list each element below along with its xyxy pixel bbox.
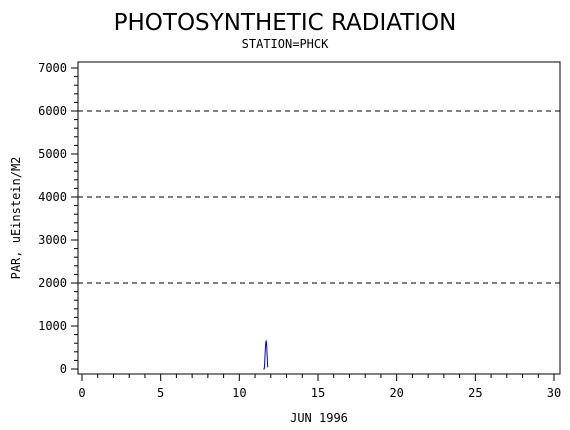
x-axis: 0 5 10 15 20 25 30: [78, 374, 561, 400]
x-tick-label: 10: [232, 386, 246, 400]
y-tick-label: 3000: [38, 233, 67, 247]
x-tick-label: 0: [78, 386, 85, 400]
y-tick-label: 7000: [38, 61, 67, 75]
x-tick-label: 5: [157, 386, 164, 400]
y-axis: 0 1000 2000 3000 4000 5000 6000 7000: [38, 61, 78, 376]
x-tick-label: 15: [311, 386, 325, 400]
series-group: [263, 80, 547, 370]
y-tick-label: 0: [60, 362, 67, 376]
y-tick-label: 5000: [38, 147, 67, 161]
chart-title: PHOTOSYNTHETIC RADIATION: [114, 10, 457, 36]
y-tick-label: 4000: [38, 190, 67, 204]
x-axis-label: JUN 1996: [290, 411, 348, 425]
chart-subtitle: STATION=PHCK: [242, 37, 329, 51]
y-tick-label: 2000: [38, 276, 67, 290]
y-axis-label: PAR, uEinstein/M2: [9, 157, 23, 280]
y-tick-label: 1000: [38, 319, 67, 333]
plot-frame: [77, 61, 561, 375]
x-tick-label: 30: [547, 386, 561, 400]
x-tick-label: 25: [468, 386, 482, 400]
par-series-line: [263, 339, 269, 370]
reference-lines: [78, 110, 560, 284]
x-tick-label: 20: [389, 386, 403, 400]
y-tick-label: 6000: [38, 104, 67, 118]
